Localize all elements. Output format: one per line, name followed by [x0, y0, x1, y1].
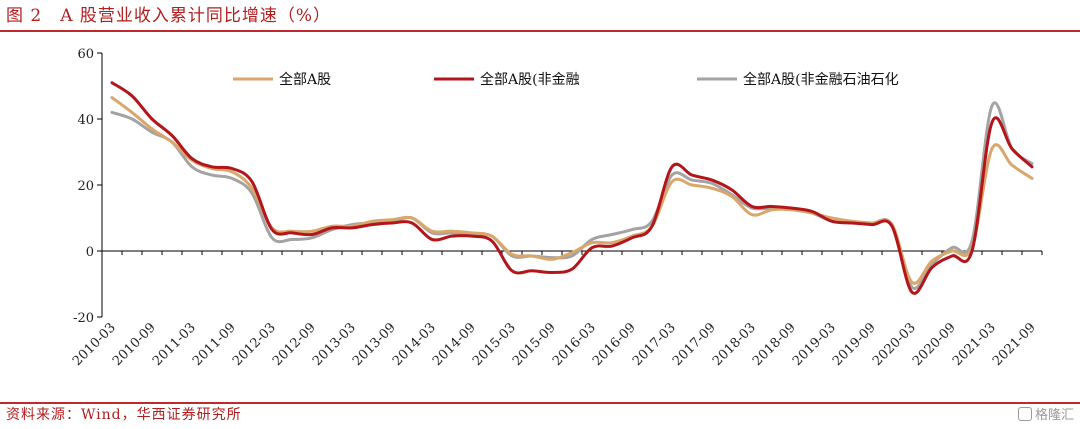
x-ticks: 2010-032010-092011-032011-092012-032012-…: [70, 251, 1043, 369]
x-tick-label: 2015-09: [510, 320, 559, 369]
x-tick-label: 2021-03: [950, 320, 999, 369]
x-tick-label: 2016-09: [590, 320, 639, 369]
x-tick-label: 2016-03: [550, 320, 599, 369]
x-tick-label: 2020-09: [910, 320, 959, 369]
y-tick-label: 20: [77, 179, 94, 194]
x-tick-label: 2017-03: [630, 320, 679, 369]
x-tick-label: 2011-09: [190, 320, 239, 369]
series-lines: [110, 81, 1034, 295]
legend-label: 全部A股(非金融: [480, 71, 580, 88]
legend-label: 全部A股(非金融石油石化: [743, 71, 899, 88]
watermark-logo-icon: [1017, 407, 1032, 421]
x-tick-label: 2019-09: [830, 320, 879, 369]
x-tick-label: 2018-03: [710, 320, 759, 369]
series-line-2: [110, 101, 1034, 290]
y-tick-label: 40: [77, 113, 94, 128]
x-tick-label: 2012-09: [270, 320, 319, 369]
y-tick-label: -20: [73, 311, 94, 326]
legend-label: 全部A股: [279, 71, 331, 88]
x-tick-label: 2020-03: [870, 320, 919, 369]
series-line-1: [110, 81, 1034, 295]
y-tick-label: 0: [86, 245, 94, 260]
x-tick-label: 2011-03: [150, 320, 199, 369]
y-tick-label: 60: [77, 47, 94, 62]
watermark: 格隆汇: [1017, 406, 1074, 426]
watermark-text: 格隆汇: [1034, 408, 1074, 423]
x-tick-label: 2014-03: [390, 320, 439, 369]
x-tick-label: 2021-09: [990, 320, 1039, 369]
chart-title: 图 2 A 股营业收入累计同比增速（%）: [6, 6, 332, 26]
y-ticks: -20 0 20 40 60: [73, 47, 102, 326]
x-tick-label: 2017-09: [670, 320, 719, 369]
top-rule: [0, 30, 1080, 32]
x-tick-label: 2019-03: [790, 320, 839, 369]
bottom-rule: [0, 402, 1080, 404]
x-tick-label: 2010-03: [70, 320, 119, 369]
x-tick-label: 2013-03: [310, 320, 359, 369]
x-tick-label: 2018-09: [750, 320, 799, 369]
x-tick-label: 2013-09: [350, 320, 399, 369]
legend: 全部A股 全部A股(非金融 全部A股(非金融石油石化: [233, 71, 899, 88]
source-note: 资料来源：Wind，华西证券研究所: [6, 407, 242, 423]
x-tick-label: 2015-03: [470, 320, 519, 369]
x-tick-label: 2014-09: [430, 320, 479, 369]
x-tick-label: 2010-09: [110, 320, 159, 369]
x-tick-label: 2012-03: [230, 320, 279, 369]
